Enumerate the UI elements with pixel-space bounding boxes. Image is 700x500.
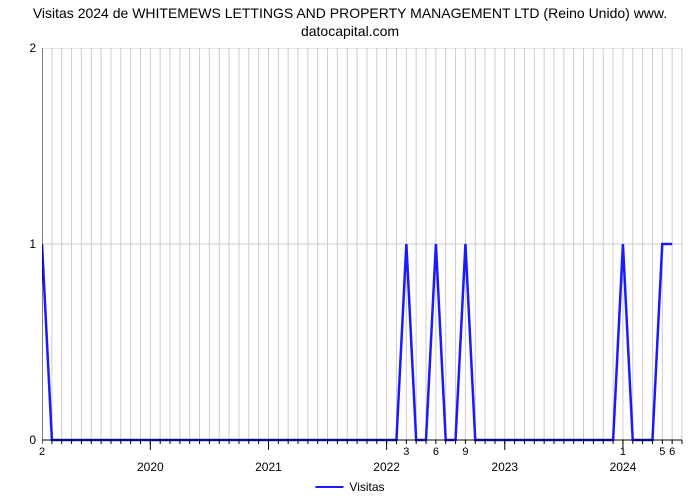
x-major-tick-label: 2021 bbox=[255, 460, 282, 474]
x-major-tick-label: 2020 bbox=[137, 460, 164, 474]
chart-legend: Visitas bbox=[315, 480, 384, 494]
y-tick-label: 0 bbox=[12, 433, 36, 447]
x-major-tick-label: 2023 bbox=[491, 460, 518, 474]
x-major-tick-label: 2024 bbox=[610, 460, 637, 474]
x-minor-tick-label: 6 bbox=[433, 446, 439, 458]
x-major-tick-label: 2022 bbox=[373, 460, 400, 474]
title-line-1: Visitas 2024 de WHITEMEWS LETTINGS AND P… bbox=[33, 5, 667, 21]
x-minor-tick-label: 1 bbox=[620, 446, 626, 458]
x-minor-tick-label: 5 bbox=[659, 446, 665, 458]
chart-plot bbox=[42, 48, 684, 460]
y-tick-label: 2 bbox=[12, 41, 36, 55]
y-tick-label: 1 bbox=[12, 237, 36, 251]
legend-line bbox=[315, 486, 343, 489]
chart-title: Visitas 2024 de WHITEMEWS LETTINGS AND P… bbox=[0, 4, 700, 40]
chart-container: Visitas 2024 de WHITEMEWS LETTINGS AND P… bbox=[0, 0, 700, 500]
x-minor-tick-label: 6 bbox=[669, 446, 675, 458]
legend-label: Visitas bbox=[349, 480, 384, 494]
x-minor-tick-label: 2 bbox=[39, 446, 45, 458]
x-minor-tick-label: 9 bbox=[462, 446, 468, 458]
title-line-2: datocapital.com bbox=[301, 23, 399, 39]
x-minor-tick-label: 3 bbox=[403, 446, 409, 458]
